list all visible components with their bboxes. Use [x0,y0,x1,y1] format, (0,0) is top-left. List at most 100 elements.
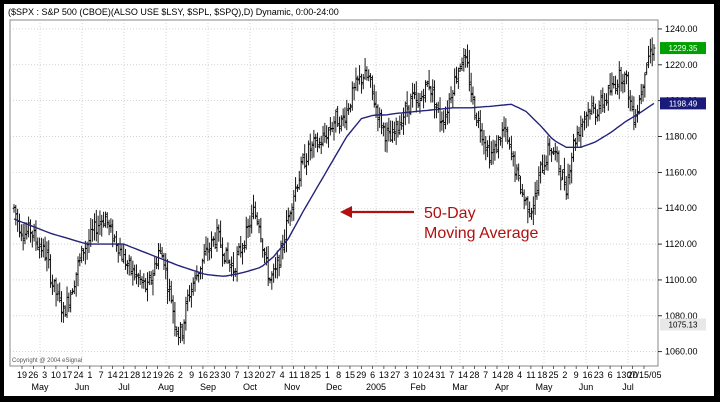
ohlc-bar [263,247,266,263]
ohlc-bar [319,135,323,154]
ohlc-bar [294,177,297,202]
x-date-label: 15 [345,370,355,380]
ohlc-bar [519,175,522,195]
ohlc-bar [149,271,153,286]
ohlc-bar [526,196,530,224]
ohlc-bar [539,161,543,184]
ohlc-bar [202,243,206,264]
ohlc-bar [21,223,25,251]
x-month-label: Apr [495,382,509,392]
x-date-label: 7 [234,370,239,380]
x-date-label: 27 [390,370,400,380]
y-tick-label: 1220.00 [665,60,698,70]
ohlc-bar [210,231,213,259]
ohlc-bar [648,38,652,64]
ohlc-bar [270,271,274,290]
ohlc-bar [625,70,628,85]
ohlc-bar [29,219,32,243]
ohlc-bar [299,156,303,187]
ohlc-bar [244,216,248,250]
ohlc-bar [107,219,111,236]
ohlc-bar [550,147,553,162]
ohlc-bar [652,44,656,61]
ohlc-bar [102,211,105,228]
ohlc-bar [650,37,654,67]
ohlc-bar [283,229,287,254]
ohlc-bar [336,105,340,127]
ohlc-bar [80,246,84,263]
ohlc-bar [76,256,80,287]
ohlc-bar [462,48,466,72]
chart-svg: ($SPX : S&P 500 (CBOE)(ALSO USE $LSY, $S… [4,4,714,396]
ohlc-bar [338,116,341,134]
ohlc-bar [431,79,435,103]
ohlc-bar [537,166,541,196]
ohlc-bar [422,88,425,109]
ohlc-bar [168,278,171,302]
x-date-label: 8 [336,370,341,380]
ohlc-bar [387,117,391,142]
y-tick-label: 1080.00 [665,311,698,321]
ohlc-bar [520,183,524,198]
ohlc-bar [142,273,146,289]
ohlc-bar [239,236,243,258]
ohlc-bar [632,96,636,131]
x-date-label: 3 [42,370,47,380]
ohlc-bar [191,277,195,296]
annotation-arrow [340,206,414,218]
ohlc-bar [517,163,521,182]
y-tick-label: 1160.00 [665,167,697,177]
ohlc-bar [394,117,398,145]
ohlc-bar [208,242,212,261]
ohlc-bar [49,254,52,288]
ohlc-bar [343,107,347,129]
ohlc-bar [464,48,468,68]
grid-layer [10,20,658,366]
ohlc-bar [380,109,383,135]
y-tick-label: 1120.00 [665,239,697,249]
ohlc-bar [118,237,122,257]
ohlc-bar [261,238,265,258]
ohlc-bar [524,196,528,206]
x-date-label: 14 [107,370,117,380]
ohlc-bar [493,140,497,161]
ohlc-bar [522,189,526,210]
ohlc-bar [226,242,230,265]
ohlc-bar [466,44,469,68]
ohlc-bar [253,201,257,220]
ohlc-bar [456,67,460,89]
ohlc-bar [557,150,561,176]
ohlc-bar [509,135,513,161]
ohlc-bar [637,95,641,115]
ohlc-bar [497,135,500,159]
ohlc-bar [486,140,489,158]
ohlc-bar [385,122,389,153]
ohlc-bar [575,125,579,148]
ohlc-bar [310,141,314,159]
x-date-label: 6 [608,370,613,380]
ohlc-bar [193,271,197,292]
ohlc-bar [268,277,272,284]
ohlc-bar [619,66,623,92]
y-tick-label: 1060.00 [665,347,698,357]
annotation-arrow-head [340,206,352,218]
ohlc-bar [248,215,252,237]
ohlc-bar [98,210,102,236]
x-date-label: 2 [562,370,567,380]
ohlc-bar [237,243,241,256]
ohlc-bar [546,135,550,171]
ohlc-bar [155,256,159,270]
ohlc-bar [471,86,475,105]
value-tag-box [660,42,706,55]
ohlc-bar [564,176,568,200]
ohlc-bar [433,80,436,119]
y-tick-label: 1140.00 [665,203,697,213]
ohlc-bar [257,218,261,234]
ohlc-bar [151,269,155,296]
ohlc-bar [334,109,338,133]
x-date-label: 07/15/05 [626,370,661,380]
ohlc-bar [38,237,41,259]
x-axis-months: May Jun Jul Aug Sep Oct Nov Dec 2005 Feb Mar Apr May… [31,382,633,392]
ohlc-bar [467,49,471,92]
ohlc-bar [508,137,511,150]
